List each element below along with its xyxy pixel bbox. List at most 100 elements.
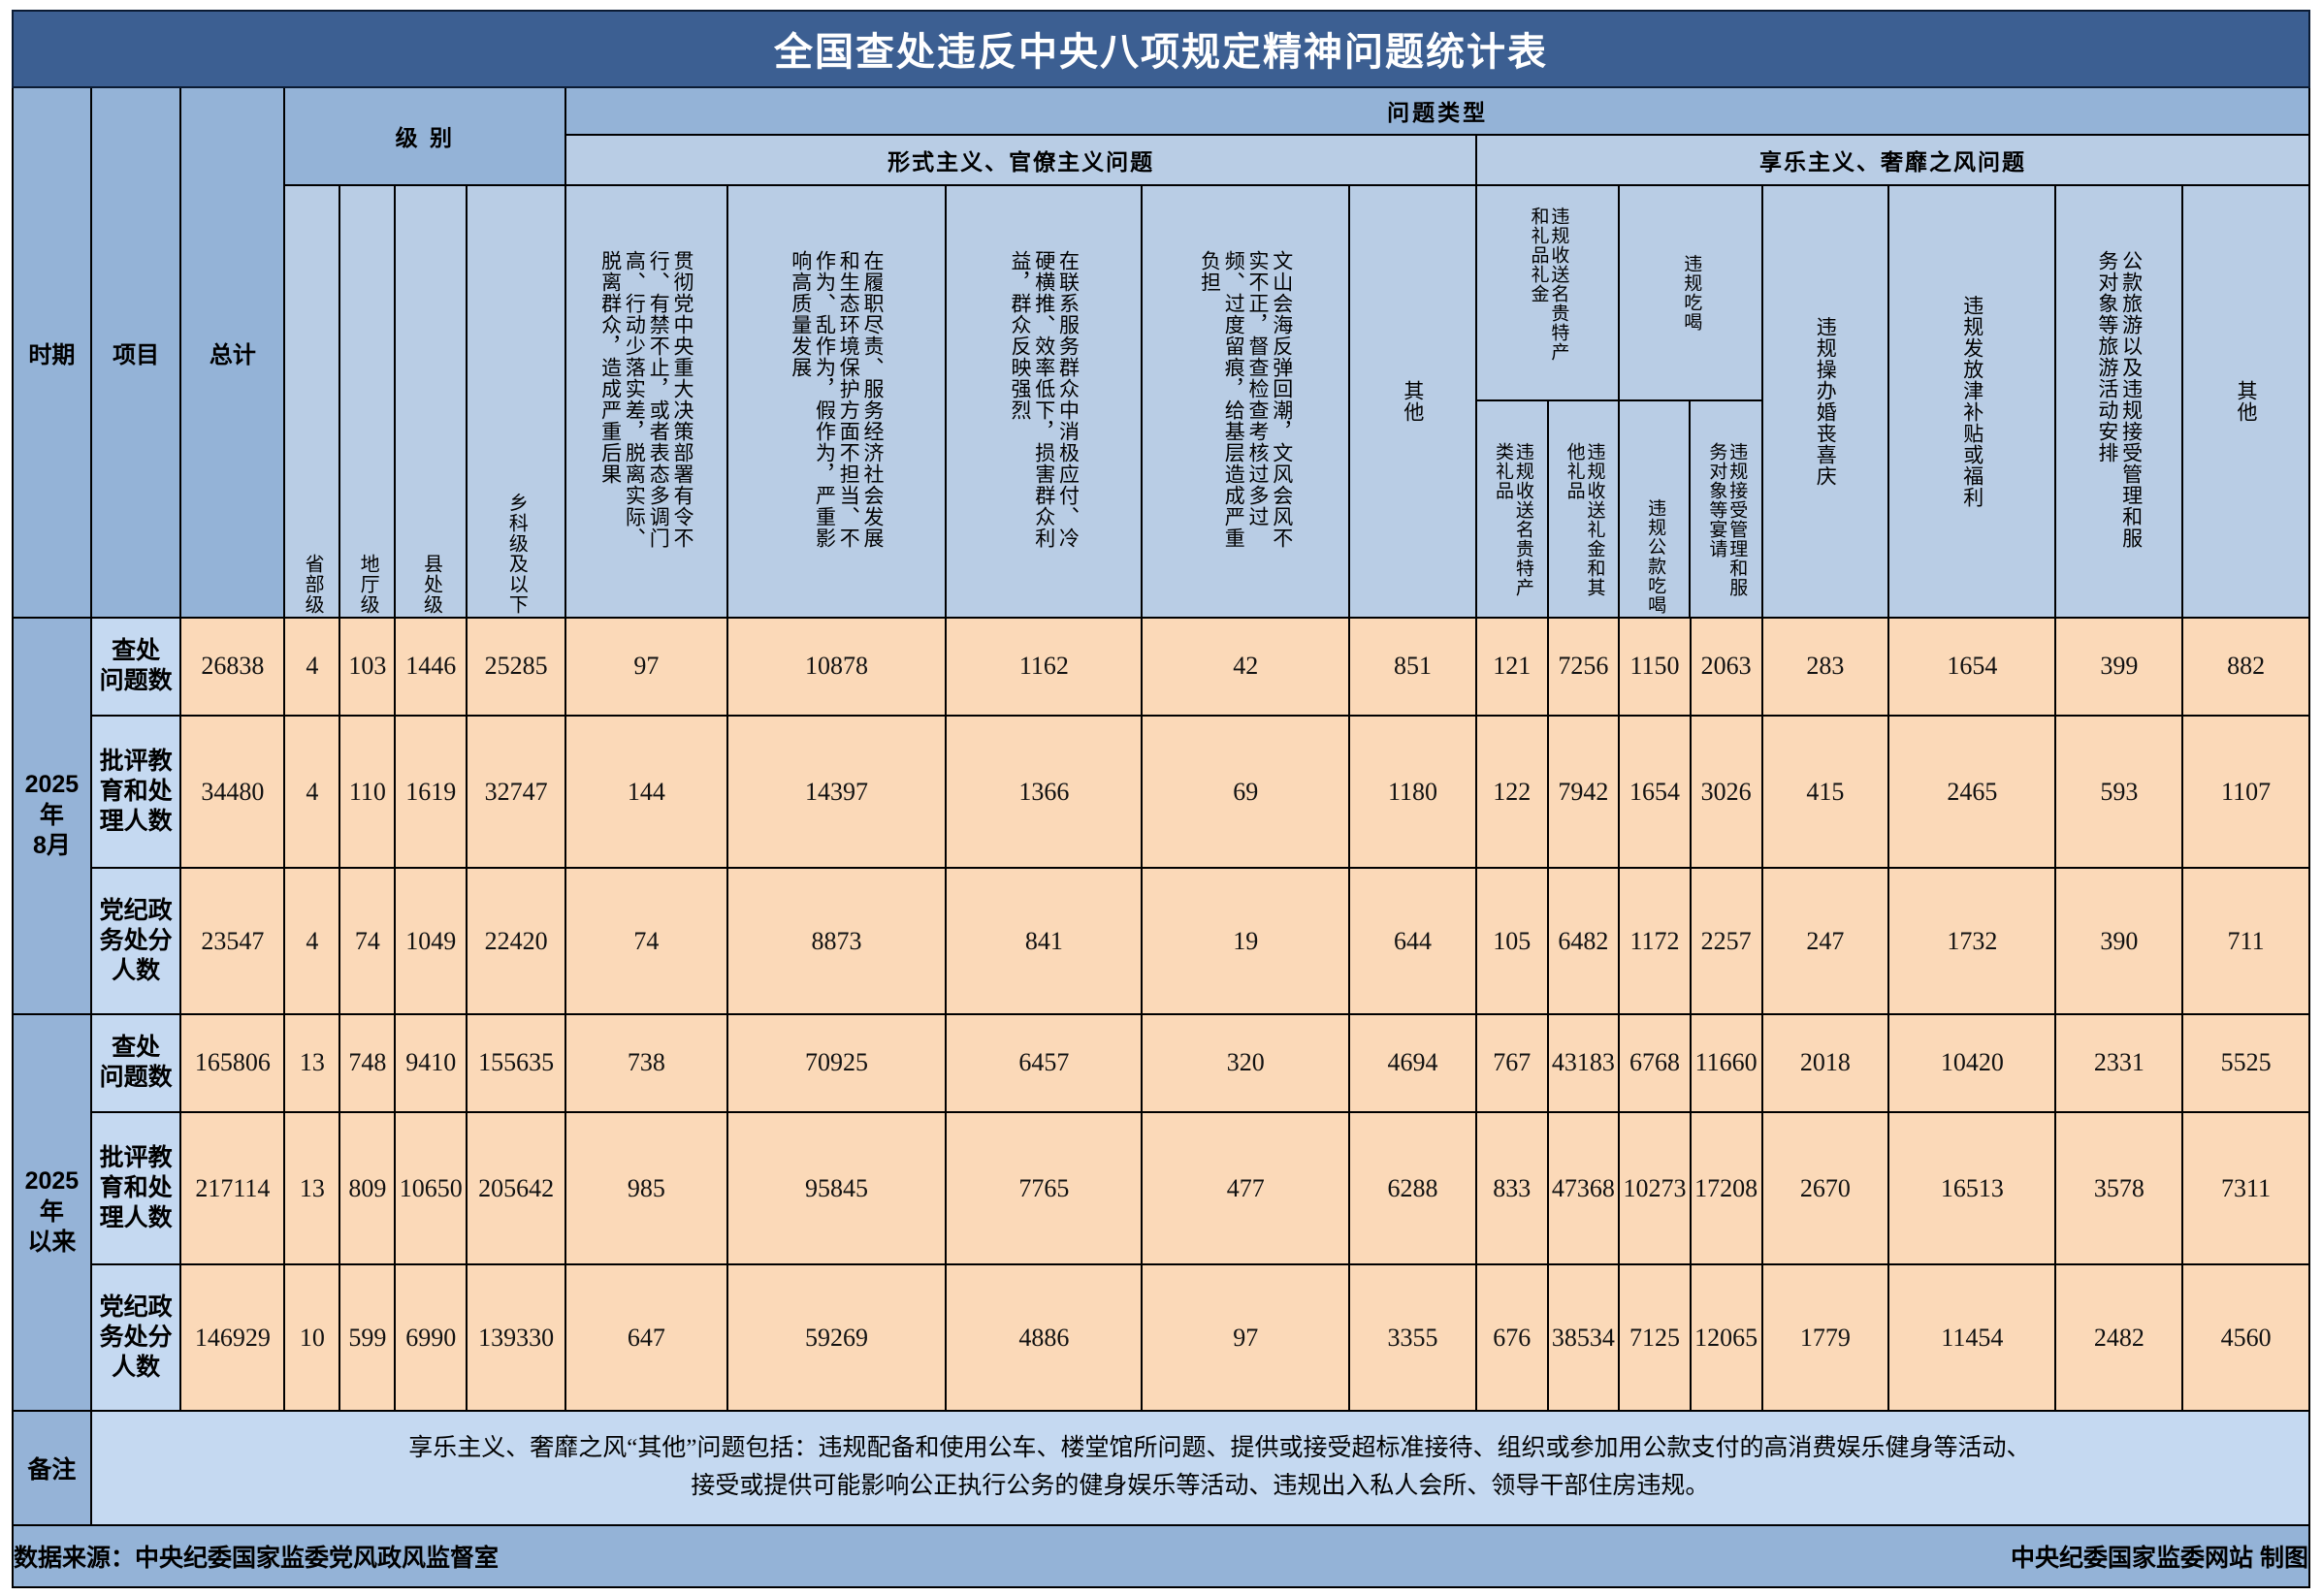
cell-level-provincial: 13 [283,1012,341,1113]
cell-travel: 3578 [2054,1110,2184,1266]
cell-formalism-4: 42 [1141,616,1351,717]
period-cell: 2025年 8月 [12,616,92,1015]
item-label: 批评教 育和处 理人数 [89,1110,182,1266]
cell-total: 34480 [179,714,286,870]
header-dining-group: 违规吃喝 [1618,185,1761,401]
cell-level-prefecture: 110 [339,714,397,870]
cell-formalism-1: 74 [564,867,728,1015]
header-formalism-col-1: 贯彻党中央重大决策部署有令不行、有禁不止，或者表态多调门高、行动少落实差，脱离实… [564,183,728,619]
cell-formalism-3: 4886 [945,1263,1144,1412]
cell-formalism-2: 14397 [726,714,948,870]
cell-dining-public: 7125 [1618,1263,1692,1412]
cell-formalism-4: 19 [1141,867,1351,1015]
cell-gift-specialty: 122 [1474,714,1549,870]
cell-formalism-2: 95845 [726,1110,948,1266]
cell-level-county: 1049 [394,867,468,1015]
cell-hedonism-other: 5525 [2181,1012,2310,1113]
cell-dining-public: 1172 [1618,867,1692,1015]
cell-level-prefecture: 809 [339,1110,397,1266]
cell-total: 26838 [179,616,286,717]
cell-gift-cash: 43183 [1546,1012,1621,1113]
header-total: 总计 [179,85,286,619]
cell-level-prefecture: 74 [339,867,397,1015]
item-label: 批评教 育和处 理人数 [89,714,182,870]
cell-dining-public: 6768 [1618,1012,1692,1113]
header-hedonism-nested: 违规收送名贵特产和礼品礼金 违规吃喝 违规收送名贵特产类礼品 违规收送礼金和其他… [1475,184,1762,618]
header-formalism-group: 形式主义、官僚主义问题 [564,134,1477,186]
cell-level-township: 205642 [466,1110,567,1266]
cell-wedding: 415 [1760,714,1890,870]
cell-formalism-other: 6288 [1348,1110,1477,1266]
cell-formalism-2: 10878 [726,616,948,717]
cell-level-county: 6990 [394,1263,468,1412]
header-level-provincial: 省部级 [283,183,341,619]
cell-level-township: 32747 [466,714,567,870]
table-row: 批评教 育和处 理人数 217114 13 809 10650 205642 985… [13,1110,2310,1266]
item-label: 党纪政 务处分 人数 [89,1263,182,1412]
cell-dining-banquet: 17208 [1689,1110,1763,1266]
cell-subsidy: 1732 [1887,867,2057,1015]
cell-travel: 2331 [2054,1012,2184,1113]
cell-dining-banquet: 11660 [1689,1012,1763,1113]
cell-formalism-3: 6457 [945,1012,1144,1113]
cell-formalism-1: 738 [564,1012,728,1113]
cell-level-provincial: 13 [283,1110,341,1266]
cell-level-township: 139330 [466,1263,567,1412]
cell-formalism-4: 477 [1141,1110,1351,1266]
cell-wedding: 2670 [1760,1110,1890,1266]
note-body: 享乐主义、奢靡之风“其他”问题包括：违规配备和使用公车、楼堂馆所问题、提供或接受… [89,1409,2311,1526]
cell-level-county: 9410 [394,1012,468,1113]
cell-formalism-4: 320 [1141,1012,1351,1113]
item-label: 查处 问题数 [89,616,182,717]
cell-level-township: 155635 [466,1012,567,1113]
table-row: 党纪政 务处分 人数 23547 4 74 1049 22420 74 8873 8… [13,867,2310,1015]
cell-formalism-3: 841 [945,867,1144,1015]
header-formalism-other: 其他 [1348,183,1477,619]
cell-subsidy: 10420 [1887,1012,2057,1113]
cell-level-county: 10650 [394,1110,468,1266]
cell-gift-specialty: 767 [1474,1012,1549,1113]
cell-dining-banquet: 2063 [1689,616,1763,717]
cell-gift-cash: 38534 [1546,1263,1621,1412]
cell-level-township: 25285 [466,616,567,717]
cell-level-prefecture: 103 [339,616,397,717]
cell-level-county: 1446 [394,616,468,717]
header-level-township: 乡科级及以下 [466,183,567,619]
cell-formalism-1: 985 [564,1110,728,1266]
table-row: 批评教 育和处 理人数 34480 4 110 1619 32747 144 143… [13,714,2310,870]
table-row: 党纪政 务处分 人数 146929 10 599 6990 139330 647 5… [13,1263,2310,1412]
cell-level-provincial: 4 [283,714,341,870]
period-cell: 2025年 以来 [12,1012,92,1412]
header-dining-public-funds: 违规公款吃喝 [1618,399,1692,617]
header-level-county: 县处级 [394,183,468,619]
header-hedonism-other: 其他 [2181,183,2310,619]
header-dining-banquet: 违规接受管理和服务对象等宴请 [1689,399,1761,617]
cell-wedding: 247 [1760,867,1890,1015]
statistics-table: 全国查处违反中央八项规定精神问题统计表 时期 项目 总计 级 别 问题类型 形式… [12,10,2311,1589]
table-row: 2025年 8月 查处 问题数 26838 4 103 1446 25285 97 … [12,616,2310,1015]
cell-formalism-other: 644 [1348,867,1477,1015]
cell-formalism-2: 8873 [726,867,948,1015]
cell-dining-banquet: 3026 [1689,714,1763,870]
header-formalism-col-2: 在履职尽责、服务经济社会发展和生态环境保护方面不担当、不作为、乱作为，假作为，严… [726,183,948,619]
cell-formalism-other: 4694 [1348,1012,1477,1113]
header-item: 项目 [89,85,182,619]
cell-level-provincial: 10 [283,1263,341,1412]
cell-formalism-4: 69 [1141,714,1351,870]
cell-travel: 390 [2054,867,2184,1015]
cell-formalism-3: 1162 [945,616,1144,717]
header-formalism-col-4: 文山会海反弹回潮，文风会风不实不正，督查检查考核过多过频、过度留痕，给基层造成严… [1141,183,1351,619]
header-hedonism-group: 享乐主义、奢靡之风问题 [1474,134,2311,186]
cell-formalism-3: 1366 [945,714,1144,870]
cell-total: 217114 [179,1110,286,1266]
header-gift-group: 违规收送名贵特产和礼品礼金 [1476,185,1621,401]
table-row: 2025年 以来 查处 问题数 165806 13 748 9410 155635 … [12,1012,2310,1412]
header-problem-type-group: 问题类型 [564,85,2310,137]
header-period: 时期 [12,85,92,619]
header-formalism-col-3: 在联系服务群众中消极应付、冷硬横推、效率低下，损害群众利益，群众反映强烈 [945,183,1144,619]
cell-gift-specialty: 833 [1474,1110,1549,1266]
cell-gift-cash: 47368 [1546,1110,1621,1266]
cell-formalism-1: 97 [564,616,728,717]
cell-formalism-other: 3355 [1348,1263,1477,1412]
